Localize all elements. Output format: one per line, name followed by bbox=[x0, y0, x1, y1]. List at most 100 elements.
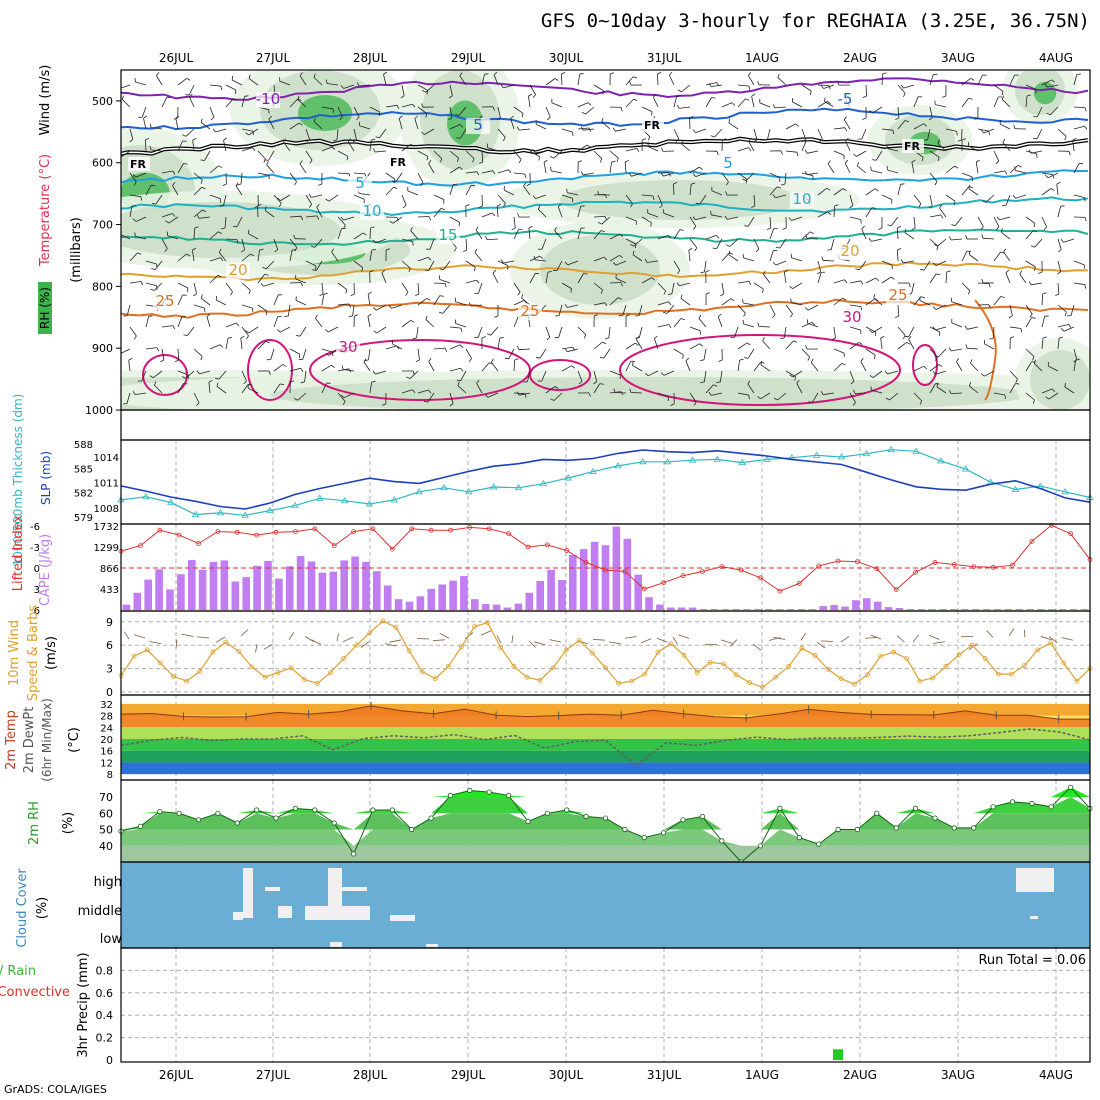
wind-barb-flag bbox=[313, 117, 316, 122]
wind-barb bbox=[551, 170, 563, 174]
wind-barb bbox=[1009, 370, 1018, 380]
wind-barb-flag bbox=[492, 269, 496, 274]
slp-axis-label: SLP (mb) bbox=[39, 451, 53, 505]
contour-label-bg bbox=[716, 156, 740, 172]
li-tick-label: 0 bbox=[34, 564, 40, 575]
wind-barb bbox=[283, 141, 291, 152]
wind-barb bbox=[681, 84, 691, 93]
wind-barb bbox=[833, 279, 845, 284]
wind-barb-flag bbox=[348, 303, 352, 308]
wind-barb bbox=[266, 164, 275, 174]
wind-barb-flag bbox=[763, 139, 768, 141]
wind-barb-flag bbox=[1068, 151, 1071, 156]
wind-barb-flag bbox=[248, 290, 251, 295]
wind-barb bbox=[657, 301, 669, 306]
wind-barb-flag bbox=[172, 325, 176, 330]
wind-speed-point bbox=[838, 676, 844, 682]
cape-bar bbox=[1037, 609, 1045, 610]
wind-barb bbox=[865, 277, 876, 284]
wind-barb-flag bbox=[808, 401, 813, 403]
wind-barb bbox=[141, 106, 147, 118]
wind-barb-flag bbox=[200, 294, 203, 299]
wind-barb bbox=[481, 362, 490, 372]
wind-barb-flag bbox=[983, 339, 986, 344]
wind-barb-flag bbox=[653, 93, 657, 98]
wind-barb-flag bbox=[693, 401, 697, 406]
wind-barb bbox=[493, 74, 499, 86]
cape-bar bbox=[492, 604, 501, 610]
wind-barb bbox=[1036, 106, 1043, 118]
wind-barb bbox=[871, 389, 883, 394]
cloud-background bbox=[121, 862, 1090, 948]
wind-barb bbox=[849, 370, 855, 382]
wind-barb bbox=[843, 119, 851, 130]
wind-barb bbox=[465, 348, 472, 359]
wind-barb bbox=[638, 304, 643, 316]
wind-barb-flag bbox=[201, 186, 206, 190]
wind-barb-flag bbox=[932, 262, 937, 266]
wind-barb bbox=[903, 260, 915, 264]
cape-tick-label: 433 bbox=[100, 585, 119, 596]
wind-barb bbox=[1009, 326, 1021, 329]
li-point bbox=[990, 564, 996, 570]
wind-barb-flag bbox=[827, 101, 831, 105]
wind-barb bbox=[135, 81, 147, 86]
wind-speed-point bbox=[786, 663, 792, 669]
wind-barb-flag bbox=[1060, 205, 1065, 207]
wind-barb bbox=[497, 338, 501, 350]
wind-speed-point bbox=[576, 638, 582, 643]
wind-barb-10m bbox=[678, 634, 690, 639]
wind-barb-flag bbox=[904, 228, 907, 233]
wind-barb bbox=[471, 304, 483, 307]
wind-barb-flag bbox=[514, 358, 519, 361]
cape-bar bbox=[852, 600, 860, 610]
wind-barb bbox=[474, 252, 483, 262]
wind-barb bbox=[951, 322, 963, 328]
wind-barb-flag bbox=[1000, 296, 1005, 298]
bottom-date-label: 28JUL bbox=[353, 1068, 388, 1082]
wind-barb-flag bbox=[748, 85, 751, 91]
wind-barb bbox=[177, 383, 184, 394]
wind-barb-flag bbox=[496, 117, 501, 121]
wind-barb-flag bbox=[164, 248, 168, 252]
wind-barb-flag bbox=[278, 203, 282, 208]
wind-barb bbox=[518, 348, 531, 351]
wind-barb bbox=[177, 316, 183, 328]
wind-barb bbox=[379, 128, 387, 139]
wind-barb bbox=[625, 148, 637, 152]
wind-barb-flag bbox=[550, 156, 554, 159]
wind-barb-flag bbox=[923, 123, 927, 127]
wind-barb bbox=[513, 228, 520, 240]
wind-barb bbox=[295, 300, 307, 306]
wind-barb-flag bbox=[755, 248, 760, 253]
wind-barb bbox=[966, 347, 979, 350]
wind-barb bbox=[811, 392, 819, 403]
wind-barb-flag bbox=[1034, 266, 1036, 271]
wind-barb-flag bbox=[908, 336, 912, 340]
cape-bar bbox=[688, 607, 697, 610]
wind-barb bbox=[273, 364, 284, 372]
wind-speed-point bbox=[943, 663, 949, 669]
wind-speed-point bbox=[1035, 647, 1040, 653]
bottom-date-label: 29JUL bbox=[451, 1068, 486, 1082]
wind-barb bbox=[1073, 163, 1080, 174]
cape-bar bbox=[775, 609, 784, 610]
wind-barb bbox=[711, 84, 723, 87]
rh-point bbox=[505, 792, 512, 799]
li-point bbox=[893, 587, 899, 593]
wind-barb-flag bbox=[890, 276, 895, 280]
wind-speed-line bbox=[120, 620, 1091, 688]
wind-barb-flag bbox=[862, 95, 867, 98]
wind-barb-flag bbox=[550, 166, 552, 171]
wind-barb bbox=[760, 364, 771, 372]
wind-barb bbox=[872, 326, 883, 334]
pressure-tick-label: 900 bbox=[92, 342, 113, 355]
cape-bar bbox=[307, 561, 316, 610]
wind-barb-flag bbox=[449, 403, 454, 407]
wind-barb bbox=[336, 128, 339, 140]
wind-barb-flag bbox=[710, 210, 712, 215]
wind-barb bbox=[465, 260, 476, 268]
wind-barb-flag bbox=[762, 270, 766, 275]
wind-speed-point bbox=[1022, 663, 1027, 668]
